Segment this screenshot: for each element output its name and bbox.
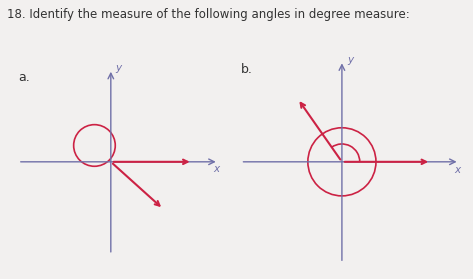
Text: b.: b. [241, 63, 253, 76]
Text: x: x [454, 165, 460, 175]
Text: a.: a. [18, 71, 30, 84]
Text: y: y [115, 63, 122, 73]
Text: 18. Identify the measure of the following angles in degree measure:: 18. Identify the measure of the followin… [7, 8, 410, 21]
Text: y: y [347, 55, 353, 65]
Text: x: x [213, 164, 219, 174]
